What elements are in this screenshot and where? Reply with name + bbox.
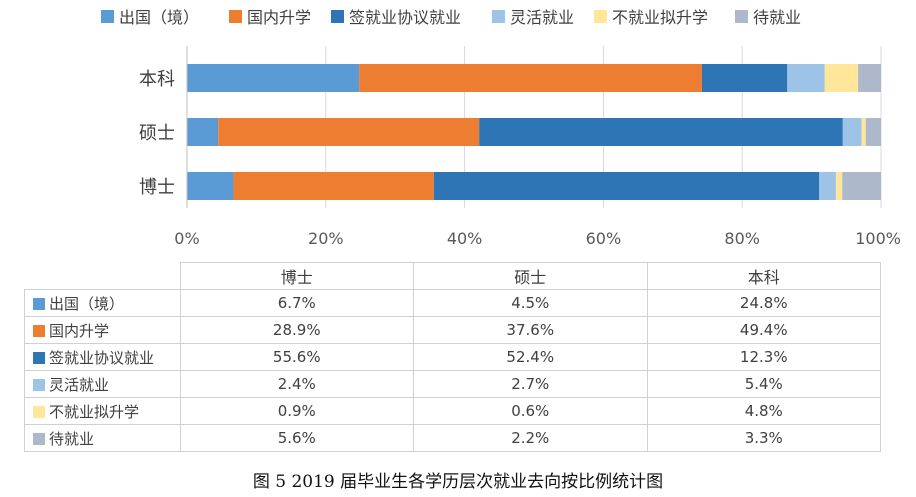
x-tick-label: 40%: [447, 229, 483, 248]
bar-segment: [187, 64, 360, 92]
table-column-header: 博士: [179, 262, 414, 290]
table-row: 不就业拟升学 0.9% 0.6% 4.8%: [24, 397, 881, 425]
bar-segment: [858, 64, 881, 92]
row-label: 待就业: [49, 429, 95, 448]
table-header-row: 博士 硕士 本科: [24, 262, 881, 290]
table-column-header: 本科: [646, 262, 881, 290]
table-row: 出国（境） 6.7% 4.5% 24.8%: [24, 289, 881, 317]
table-cell: 4.5%: [413, 289, 648, 317]
legend-swatch: [735, 9, 748, 23]
bar-segment: [787, 64, 825, 92]
bar-segment: [433, 172, 820, 200]
table-row-header: 灵活就业: [24, 370, 181, 398]
table-cell: 52.4%: [413, 343, 648, 371]
bar-segment: [359, 64, 702, 92]
table-corner-cell: [24, 262, 181, 290]
table-row-header: 不就业拟升学: [24, 397, 181, 425]
legend-label: 待就业: [753, 8, 802, 27]
legend-swatch: [331, 9, 344, 23]
legend-item: 不就业拟升学: [594, 4, 708, 28]
bar-segment: [842, 118, 862, 146]
row-label: 国内升学: [49, 321, 110, 340]
legend-swatch: [492, 9, 505, 23]
table-cell: 49.4%: [646, 316, 881, 344]
row-swatch: [33, 405, 45, 418]
table-cell: 24.8%: [646, 289, 881, 317]
bar-segment: [842, 172, 881, 200]
table-cell: 37.6%: [413, 316, 648, 344]
legend-swatch: [594, 9, 607, 23]
x-tick-label: 100%: [855, 229, 901, 248]
legend-item: 国内升学: [229, 4, 311, 28]
table-cell: 2.7%: [413, 370, 648, 398]
row-swatch: [33, 297, 45, 310]
table-cell: 4.8%: [646, 397, 881, 425]
bar-segment: [479, 118, 843, 146]
table-cell: 55.6%: [179, 343, 414, 371]
figure-caption: 图 5 2019 届毕业生各学历层次就业去向按比例统计图: [252, 472, 664, 492]
table-cell: 5.6%: [179, 424, 414, 452]
table-cell: 0.6%: [413, 397, 648, 425]
bar-segment: [187, 172, 234, 200]
table-row: 签就业协议就业 55.6% 52.4% 12.3%: [24, 343, 881, 371]
table-cell: 6.7%: [179, 289, 414, 317]
table-row: 待就业 5.6% 2.2% 3.3%: [24, 424, 881, 452]
category-label: 本科: [139, 69, 175, 90]
bar-segment: [187, 118, 219, 146]
table-row-header: 出国（境）: [24, 289, 181, 317]
category-label: 硕士: [139, 123, 175, 144]
bar-segment: [865, 118, 881, 146]
table-cell: 5.4%: [646, 370, 881, 398]
legend-label: 出国（境）: [119, 8, 200, 27]
legend-item: 灵活就业: [492, 4, 574, 28]
bar-segment: [835, 172, 843, 200]
table-cell: 3.3%: [646, 424, 881, 452]
legend-swatch: [101, 9, 114, 23]
table-row: 灵活就业 2.4% 2.7% 5.4%: [24, 370, 881, 398]
legend-item: 签就业协议就业: [331, 4, 461, 28]
bar-segment: [233, 172, 434, 200]
table-row-header: 签就业协议就业: [24, 343, 181, 371]
legend-item: 出国（境）: [101, 4, 199, 28]
bar-segment: [824, 64, 859, 92]
table-cell: 0.9%: [179, 397, 414, 425]
legend-item: 待就业: [735, 4, 801, 28]
data-table: 博士 硕士 本科 出国（境） 6.7% 4.5% 24.8% 国内升学 28.9% 37.6…: [24, 262, 881, 452]
row-label: 签就业协议就业: [49, 348, 155, 367]
row-label: 出国（境）: [49, 294, 125, 313]
table-cell: 2.4%: [179, 370, 414, 398]
legend-label: 签就业协议就业: [349, 8, 462, 27]
x-tick-label: 80%: [724, 229, 760, 248]
x-tick-label: 0%: [174, 229, 199, 248]
category-label: 博士: [139, 177, 175, 198]
table-cell: 12.3%: [646, 343, 881, 371]
bar-segment: [861, 118, 866, 146]
legend-label: 不就业拟升学: [612, 8, 709, 27]
bar-segment: [819, 172, 836, 200]
table-row-header: 待就业: [24, 424, 181, 452]
legend-label: 灵活就业: [510, 8, 575, 27]
legend-label: 国内升学: [247, 8, 312, 27]
bar-segment: [701, 64, 788, 92]
table-column-header: 硕士: [413, 262, 648, 290]
row-swatch: [33, 351, 45, 364]
chart-legend: 出国（境） 国内升学 签就业协议就业 灵活就业 不就业拟升学 待就业: [0, 4, 916, 28]
table-row: 国内升学 28.9% 37.6% 49.4%: [24, 316, 881, 344]
row-swatch: [33, 378, 45, 391]
row-label: 不就业拟升学: [49, 402, 140, 421]
bar-segment: [218, 118, 480, 146]
table-cell: 2.2%: [413, 424, 648, 452]
row-label: 灵活就业: [49, 375, 110, 394]
table-row-header: 国内升学: [24, 316, 181, 344]
x-tick-label: 20%: [308, 229, 344, 248]
x-tick-label: 60%: [586, 229, 622, 248]
legend-swatch: [229, 9, 242, 23]
row-swatch: [33, 432, 45, 445]
table-cell: 28.9%: [179, 316, 414, 344]
row-swatch: [33, 324, 45, 337]
